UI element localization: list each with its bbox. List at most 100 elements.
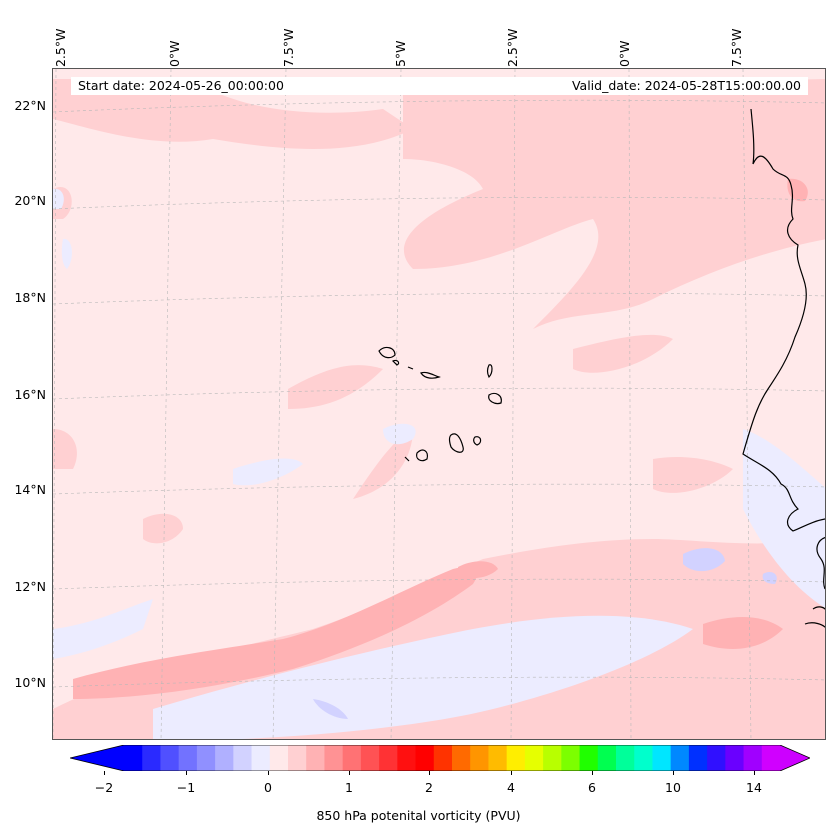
colorbar-segment	[124, 745, 143, 771]
pv-contour-light-blue	[53, 188, 825, 739]
latitude-label: 10°N	[14, 675, 46, 690]
colorbar-tick-label: 2	[425, 780, 433, 795]
colorbar-tick-mark	[104, 771, 105, 775]
pv-patch	[53, 599, 153, 659]
colorbar-segment	[725, 745, 745, 771]
latitude-label: 16°N	[14, 387, 46, 402]
colorbar-segment	[269, 745, 289, 771]
colorbar-segment	[215, 745, 234, 771]
colorbar-tick-mark	[268, 771, 269, 775]
colorbar-tick-label: −1	[176, 780, 196, 795]
graticule-line	[53, 676, 825, 688]
colorbar-segment	[142, 745, 161, 771]
colorbar-segment	[634, 745, 653, 771]
pv-patch	[653, 105, 825, 174]
pv-patch	[153, 615, 693, 739]
pv-contour-map	[53, 69, 825, 739]
colorbar-segment	[306, 745, 325, 771]
pv-patch	[61, 238, 72, 269]
colorbar-segment	[761, 745, 781, 771]
colorbar-tick-label: 14	[746, 780, 762, 795]
graticule-line	[628, 69, 632, 739]
pv-patch	[313, 699, 348, 719]
colorbar-segment	[415, 745, 435, 771]
colorbar-segment	[360, 745, 380, 771]
colorbar-segment	[196, 745, 216, 771]
colorbar-tick-mark	[592, 771, 593, 775]
island-boa-vista	[488, 392, 502, 405]
colorbar-segment	[288, 745, 307, 771]
date-info-bar: Start date: 2024-05-26_00:00:00 Valid_da…	[71, 77, 808, 95]
latitude-label: 12°N	[14, 579, 46, 594]
african-coastline	[742, 108, 825, 532]
colorbar-segment	[233, 745, 253, 771]
colorbar-segment	[743, 745, 763, 771]
colorbar-segment	[616, 745, 635, 771]
colorbar-segment	[506, 745, 526, 771]
start-date-label: Start date: 2024-05-26_00:00:00	[78, 78, 284, 93]
colorbar-segment	[688, 745, 708, 771]
colorbar-segment	[543, 745, 562, 771]
cape-verde-islands	[378, 346, 502, 462]
graticule-line	[53, 387, 825, 400]
colorbar-label: 850 hPa potenital vorticity (PVU)	[316, 808, 521, 823]
colorbar-segment	[251, 745, 271, 771]
colorbar-tick-label: 0	[264, 780, 272, 795]
island-santa-luzia	[407, 366, 414, 370]
colorbar-tick-label: −2	[94, 780, 114, 795]
colorbar	[70, 745, 810, 771]
colorbar-segment	[433, 745, 453, 771]
pv-patch	[683, 548, 725, 572]
pv-patch	[573, 334, 673, 373]
pv-patch	[53, 188, 64, 209]
pv-contour-blue	[313, 548, 777, 719]
graticule-line	[53, 99, 825, 113]
graticule-line	[272, 69, 287, 739]
island-maio	[473, 436, 482, 446]
colorbar-tick-mark	[511, 771, 512, 775]
colorbar-tick-label: 4	[507, 780, 515, 795]
pv-patch	[233, 458, 303, 486]
pv-patch	[458, 561, 498, 579]
colorbar-segment	[324, 745, 344, 771]
graticule-line	[53, 578, 825, 590]
colorbar-segment	[579, 745, 599, 771]
colorbar-segment	[524, 745, 544, 771]
island-fogo	[416, 449, 428, 462]
pv-patch	[53, 79, 413, 149]
colorbar-extend-high	[780, 745, 810, 771]
pv-patch	[53, 429, 77, 469]
map-panel	[52, 68, 826, 740]
colorbar-segment	[652, 745, 672, 771]
island-sao-vicente	[391, 359, 400, 366]
graticule-line	[53, 483, 825, 495]
pv-patch	[703, 617, 783, 649]
colorbar-segment	[452, 745, 471, 771]
colorbar-tick-mark	[186, 771, 187, 775]
colorbar-tick-mark	[673, 771, 674, 775]
pv-patch	[743, 429, 825, 608]
island-santiago	[448, 433, 464, 453]
pv-patch	[73, 567, 477, 699]
island-santo-antao	[378, 346, 396, 359]
pv-patch	[288, 365, 383, 409]
graticule-line	[510, 69, 516, 739]
colorbar-segment	[342, 745, 362, 771]
pv-patch	[143, 513, 183, 544]
island-sao-nicolau	[420, 371, 441, 379]
pv-patch	[353, 429, 413, 499]
colorbar-segment	[488, 745, 508, 771]
graticule-line	[53, 69, 57, 739]
colorbar-tick-mark	[429, 771, 430, 775]
latitude-label: 14°N	[14, 482, 46, 497]
graticule-line	[390, 69, 402, 739]
colorbar-tick-label: 1	[345, 780, 353, 795]
colorbar-segment	[160, 745, 180, 771]
graticule-line	[53, 196, 825, 210]
valid-date-label: Valid_date: 2024-05-28T15:00:00.00	[571, 78, 801, 93]
colorbar-segment	[707, 745, 726, 771]
graticule-line	[742, 69, 752, 739]
colorbar-segment	[397, 745, 417, 771]
latitude-label: 22°N	[14, 98, 46, 113]
colorbar-segment	[178, 745, 198, 771]
